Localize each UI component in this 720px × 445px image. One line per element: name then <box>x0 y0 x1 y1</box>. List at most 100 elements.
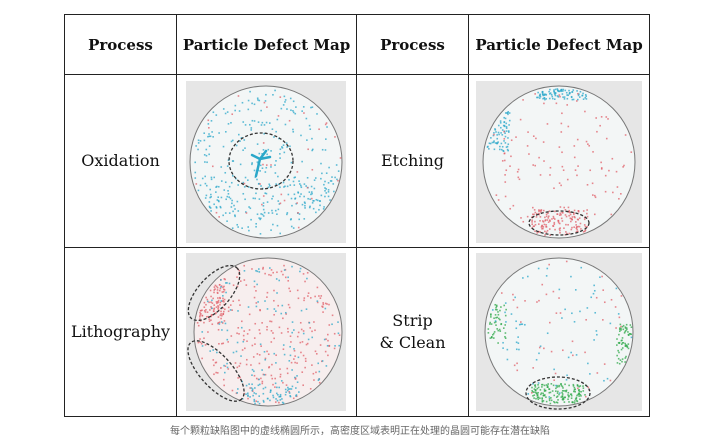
particle-dot <box>284 185 286 188</box>
particle-dot <box>258 395 261 397</box>
particle-dot <box>300 328 303 331</box>
particle-dot <box>266 326 268 328</box>
lithography-defect-map <box>186 253 346 411</box>
particle-dot <box>541 227 543 230</box>
particle-dot <box>227 159 230 162</box>
particle-dot <box>544 394 546 396</box>
particle-dot <box>284 311 287 314</box>
particle-dot <box>584 395 587 398</box>
particle-dot <box>213 289 216 291</box>
particle-dot <box>533 209 536 211</box>
particle-dot <box>282 402 285 405</box>
particle-dot <box>592 151 594 153</box>
particle-dot <box>565 91 568 94</box>
particle-dot <box>301 341 304 343</box>
particle-dot <box>255 305 258 308</box>
particle-dot <box>570 275 572 278</box>
particle-dot <box>583 218 586 221</box>
particle-dot <box>625 327 628 329</box>
particle-dot <box>620 325 622 328</box>
particle-dot <box>544 93 547 96</box>
particle-dot <box>545 384 548 386</box>
particle-dot <box>505 146 508 148</box>
particle-dot <box>217 196 220 198</box>
particle-dot <box>215 206 218 208</box>
particle-dot <box>236 332 238 335</box>
particle-dot <box>194 177 197 179</box>
particle-dot <box>203 301 206 304</box>
particle-dot <box>560 131 563 133</box>
particle-dot <box>334 345 336 347</box>
particle-dot <box>494 129 497 131</box>
particle-dot <box>548 210 551 212</box>
particle-dot <box>205 148 208 151</box>
particle-dot <box>220 300 223 302</box>
particle-dot <box>506 148 509 151</box>
particle-dot <box>253 285 256 288</box>
particle-dot <box>550 383 553 385</box>
particle-dot <box>286 372 289 375</box>
particle-dot <box>255 269 257 272</box>
particle-dot <box>216 291 219 294</box>
particle-dot <box>297 191 299 194</box>
particle-dot <box>578 385 580 388</box>
particle-dot <box>534 230 536 232</box>
particle-dot <box>574 398 577 400</box>
particle-dot <box>303 299 305 302</box>
particle-dot <box>222 342 225 345</box>
particle-dot <box>320 295 323 297</box>
particle-dot <box>227 341 229 343</box>
particle-dot <box>207 119 210 122</box>
particle-dot <box>225 291 227 294</box>
particle-dot <box>579 385 582 387</box>
particle-dot <box>261 167 264 170</box>
particle-dot <box>562 397 565 400</box>
particle-dot <box>318 378 321 380</box>
particle-dot <box>560 90 563 93</box>
particle-dot <box>532 213 534 216</box>
particle-dot <box>572 385 575 387</box>
particle-dot <box>266 397 269 400</box>
particle-dot <box>630 326 633 329</box>
particle-dot <box>538 95 541 97</box>
particle-dot <box>308 206 311 209</box>
particle-dot <box>207 315 210 318</box>
particle-dot <box>515 136 517 138</box>
particle-dot <box>309 128 312 131</box>
particle-dot <box>489 321 491 324</box>
particle-dot <box>490 314 492 316</box>
particle-dot <box>269 399 271 402</box>
particle-dot <box>568 89 570 92</box>
particle-dot <box>625 323 628 326</box>
particle-dot <box>236 200 239 203</box>
particle-dot <box>310 197 313 200</box>
particle-dot <box>215 114 218 116</box>
particle-dot <box>545 98 548 100</box>
particle-dot <box>557 399 559 401</box>
particle-dot <box>272 394 274 397</box>
particle-dot <box>265 192 268 195</box>
particle-dot <box>620 327 622 330</box>
particle-dot <box>326 303 328 305</box>
particle-dot <box>293 193 296 196</box>
particle-dot <box>535 216 538 218</box>
particle-dot <box>313 379 315 381</box>
particle-dot <box>277 208 280 211</box>
particle-dot <box>609 379 612 382</box>
particle-dot <box>256 178 258 181</box>
particle-dot <box>207 123 210 125</box>
particle-dot <box>495 304 498 307</box>
particle-dot <box>507 131 510 133</box>
particle-dot <box>297 212 299 214</box>
particle-dot <box>554 92 557 95</box>
particle-dot <box>219 303 221 306</box>
particle-dot <box>559 212 562 215</box>
particle-dot <box>309 387 312 390</box>
particle-dot <box>578 217 581 219</box>
particle-dot <box>218 216 220 218</box>
particle-dot <box>242 192 245 195</box>
particle-dot <box>298 391 300 393</box>
particle-dot <box>516 171 519 173</box>
particle-dot <box>275 362 277 364</box>
particle-dot <box>617 349 619 352</box>
